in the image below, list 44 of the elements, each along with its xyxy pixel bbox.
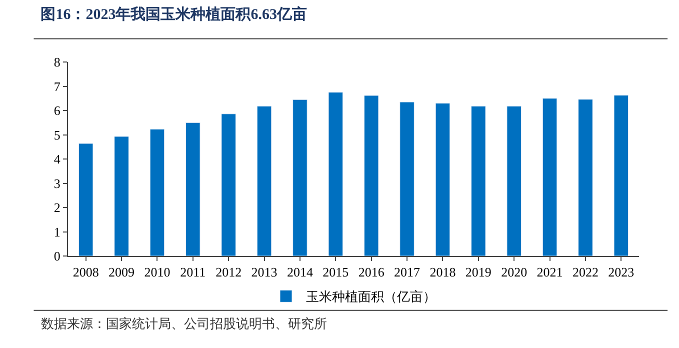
x-tick-label: 2015 xyxy=(322,264,349,280)
x-tick-label: 2010 xyxy=(144,264,170,280)
bar xyxy=(328,92,344,256)
bar xyxy=(221,114,236,256)
x-tick-label: 2021 xyxy=(536,264,563,280)
bar xyxy=(578,99,593,256)
y-tick-label: 5 xyxy=(54,127,60,142)
bar xyxy=(542,98,558,256)
bar xyxy=(506,106,522,256)
y-tick-label: 0 xyxy=(54,248,60,264)
y-tick-label: 4 xyxy=(54,152,61,167)
x-tick-label: 2022 xyxy=(572,264,598,280)
bar xyxy=(435,102,450,256)
x-tick-label: 2011 xyxy=(180,264,206,280)
x-tick-label: 2009 xyxy=(108,264,135,280)
x-tick-label: 2019 xyxy=(465,264,492,280)
bar xyxy=(614,94,629,256)
y-tick-label: 8 xyxy=(54,54,60,70)
x-tick-label: 2016 xyxy=(358,264,385,280)
source-note: 数据来源：国家统计局、公司招股说明书、研究所 xyxy=(41,316,327,331)
bar xyxy=(150,128,165,256)
bar xyxy=(364,95,379,256)
y-tick-label: 3 xyxy=(54,176,60,191)
y-tick-label: 1 xyxy=(54,224,60,240)
y-tick-label: 2 xyxy=(54,200,60,216)
bar xyxy=(471,106,486,256)
x-tick-label: 2014 xyxy=(286,264,314,280)
x-tick-label: 2017 xyxy=(394,264,421,280)
bar xyxy=(256,106,272,256)
y-tick-label: 7 xyxy=(54,78,61,94)
x-tick-label: 2008 xyxy=(72,264,99,280)
y-tick-label: 6 xyxy=(54,103,61,118)
chart-title: 图16：2023年我国玉米种植面积6.63亿亩 xyxy=(40,5,307,24)
x-tick-label: 2020 xyxy=(501,264,528,280)
bar xyxy=(186,122,200,256)
x-tick-label: 2013 xyxy=(251,264,278,280)
bar xyxy=(114,136,129,256)
x-tick-label: 2012 xyxy=(216,264,242,280)
bar xyxy=(292,99,308,256)
x-tick-label: 2023 xyxy=(608,264,634,280)
legend-label: 玉米种植面积（亿亩） xyxy=(306,289,436,304)
bar xyxy=(400,102,414,256)
x-tick-label: 2018 xyxy=(430,264,456,280)
bar xyxy=(78,143,94,256)
